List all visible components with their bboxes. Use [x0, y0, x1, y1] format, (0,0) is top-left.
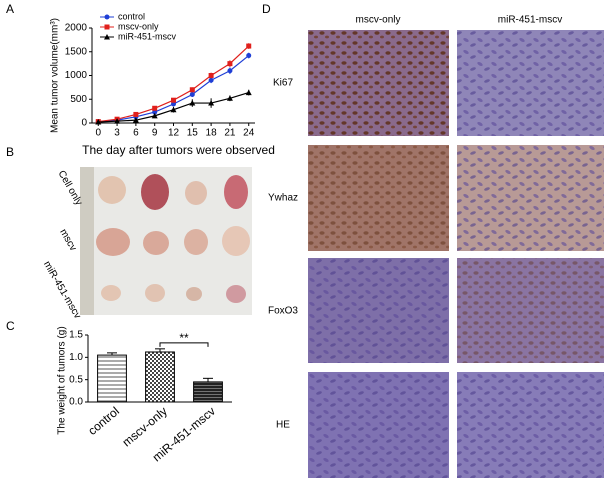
marker	[171, 97, 176, 103]
y-tick-label: 500	[70, 94, 87, 105]
tumor-photo	[80, 167, 252, 315]
photo-row-label: miR-451-mscv	[41, 259, 83, 320]
x-tick-label: 3	[114, 128, 120, 139]
ihc-row-label: Ki67	[273, 78, 293, 89]
marker	[151, 112, 158, 119]
panel-label: D	[262, 2, 271, 16]
ihc-row-label: Ywhaz	[268, 193, 298, 204]
marker	[132, 117, 139, 123]
panel-label: C	[6, 319, 15, 333]
marker	[245, 89, 252, 96]
x-tick-label: 18	[206, 128, 218, 139]
y-tick-label: 1000	[65, 70, 88, 81]
ihc-column-label: mscv-only	[355, 15, 400, 26]
marker	[152, 109, 158, 115]
marker	[170, 106, 177, 113]
x-axis-label: The day after tumors were observed	[82, 143, 275, 157]
y-tick-label: 2000	[65, 23, 88, 34]
ihc-column-label: miR-451-mscv	[498, 15, 562, 26]
x-tick-label: 6	[133, 128, 139, 139]
y-tick-label: 1.5	[69, 330, 83, 341]
y-axis-label: Mean tumor volume(mm³)	[50, 18, 61, 133]
marker	[171, 101, 176, 107]
marker	[189, 92, 195, 97]
marker	[226, 95, 233, 101]
marker	[95, 119, 102, 125]
x-tick-label: 21	[224, 128, 236, 139]
marker	[189, 100, 196, 106]
panel-label: B	[6, 145, 14, 159]
marker	[227, 61, 233, 67]
significance-bracket	[159, 342, 209, 347]
x-tick-label: 15	[187, 128, 199, 139]
bar	[145, 351, 175, 403]
y-tick-label: 0	[81, 118, 87, 129]
marker	[208, 77, 214, 83]
marker	[152, 105, 158, 111]
marker	[189, 87, 195, 93]
marker	[246, 53, 252, 59]
marker	[208, 73, 214, 78]
marker	[104, 34, 110, 40]
marker	[227, 68, 233, 74]
ihc-images	[308, 30, 604, 478]
photo-row-label: Cell only	[56, 169, 85, 208]
y-tick-label: 1.0	[69, 352, 83, 363]
bar	[97, 354, 127, 403]
photo-row-label: mscv	[57, 227, 78, 253]
legend-label: mscv-only	[118, 21, 159, 31]
marker	[208, 100, 215, 106]
x-tick-label: 12	[168, 128, 180, 139]
x-tick-label: control	[85, 404, 122, 438]
legend-label: miR-451-mscv	[118, 31, 177, 41]
significance-label: **	[179, 331, 189, 345]
marker	[104, 14, 110, 20]
y-tick-label: 0.5	[69, 374, 83, 385]
ihc-row-label: FoxO3	[268, 306, 298, 317]
x-tick-label: 0	[95, 128, 101, 139]
ihc-row-label: HE	[276, 420, 290, 431]
marker	[114, 118, 121, 124]
panel-label: A	[6, 2, 14, 16]
y-tick-label: 1500	[65, 46, 88, 57]
x-tick-label: 9	[152, 128, 158, 139]
y-tick-label: 0.0	[69, 397, 83, 408]
bar	[193, 381, 223, 403]
legend-label: control	[118, 11, 145, 21]
x-tick-label: 24	[243, 128, 255, 139]
marker	[104, 24, 110, 30]
marker	[133, 111, 139, 117]
marker	[246, 43, 252, 49]
y-axis-label: The weight of tumors (g)	[57, 326, 68, 434]
